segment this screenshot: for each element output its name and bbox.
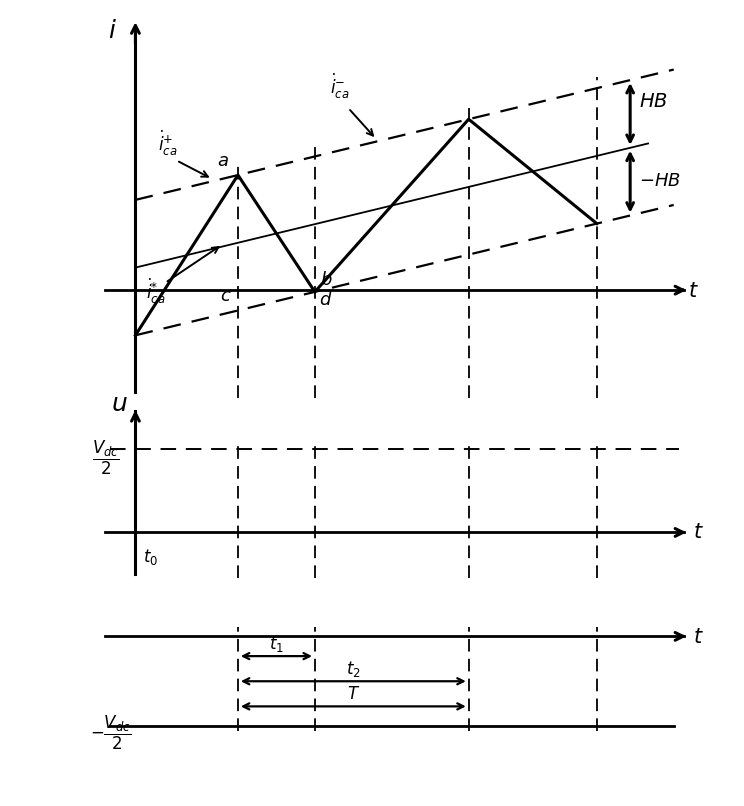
Text: $-HB$: $-HB$	[639, 172, 682, 190]
Text: $u$: $u$	[112, 393, 128, 417]
Text: $a$: $a$	[217, 152, 229, 170]
Text: $t_0$: $t_0$	[143, 546, 158, 567]
Text: $\dfrac{V_{dc}}{2}$: $\dfrac{V_{dc}}{2}$	[92, 438, 120, 476]
Text: $-\dfrac{V_{dc}}{2}$: $-\dfrac{V_{dc}}{2}$	[90, 714, 132, 752]
Text: $HB$: $HB$	[639, 92, 668, 111]
Text: $\dot{i}_{ca}^{+}$: $\dot{i}_{ca}^{+}$	[158, 129, 178, 158]
Text: $t_1$: $t_1$	[269, 634, 284, 654]
Text: $i$: $i$	[108, 19, 117, 43]
Text: $t$: $t$	[693, 626, 704, 646]
Text: $c$: $c$	[220, 288, 231, 305]
Text: $\dot{i}_{ca}^{*}$: $\dot{i}_{ca}^{*}$	[146, 276, 165, 305]
Text: $b$: $b$	[320, 271, 333, 289]
Text: $t_2$: $t_2$	[346, 659, 361, 679]
Text: $t$: $t$	[687, 281, 699, 301]
Text: $d$: $d$	[319, 292, 333, 310]
Text: $T$: $T$	[347, 685, 360, 703]
Text: $\dot{i}_{ca}^{-}$: $\dot{i}_{ca}^{-}$	[330, 73, 350, 102]
Text: $t$: $t$	[693, 522, 704, 542]
